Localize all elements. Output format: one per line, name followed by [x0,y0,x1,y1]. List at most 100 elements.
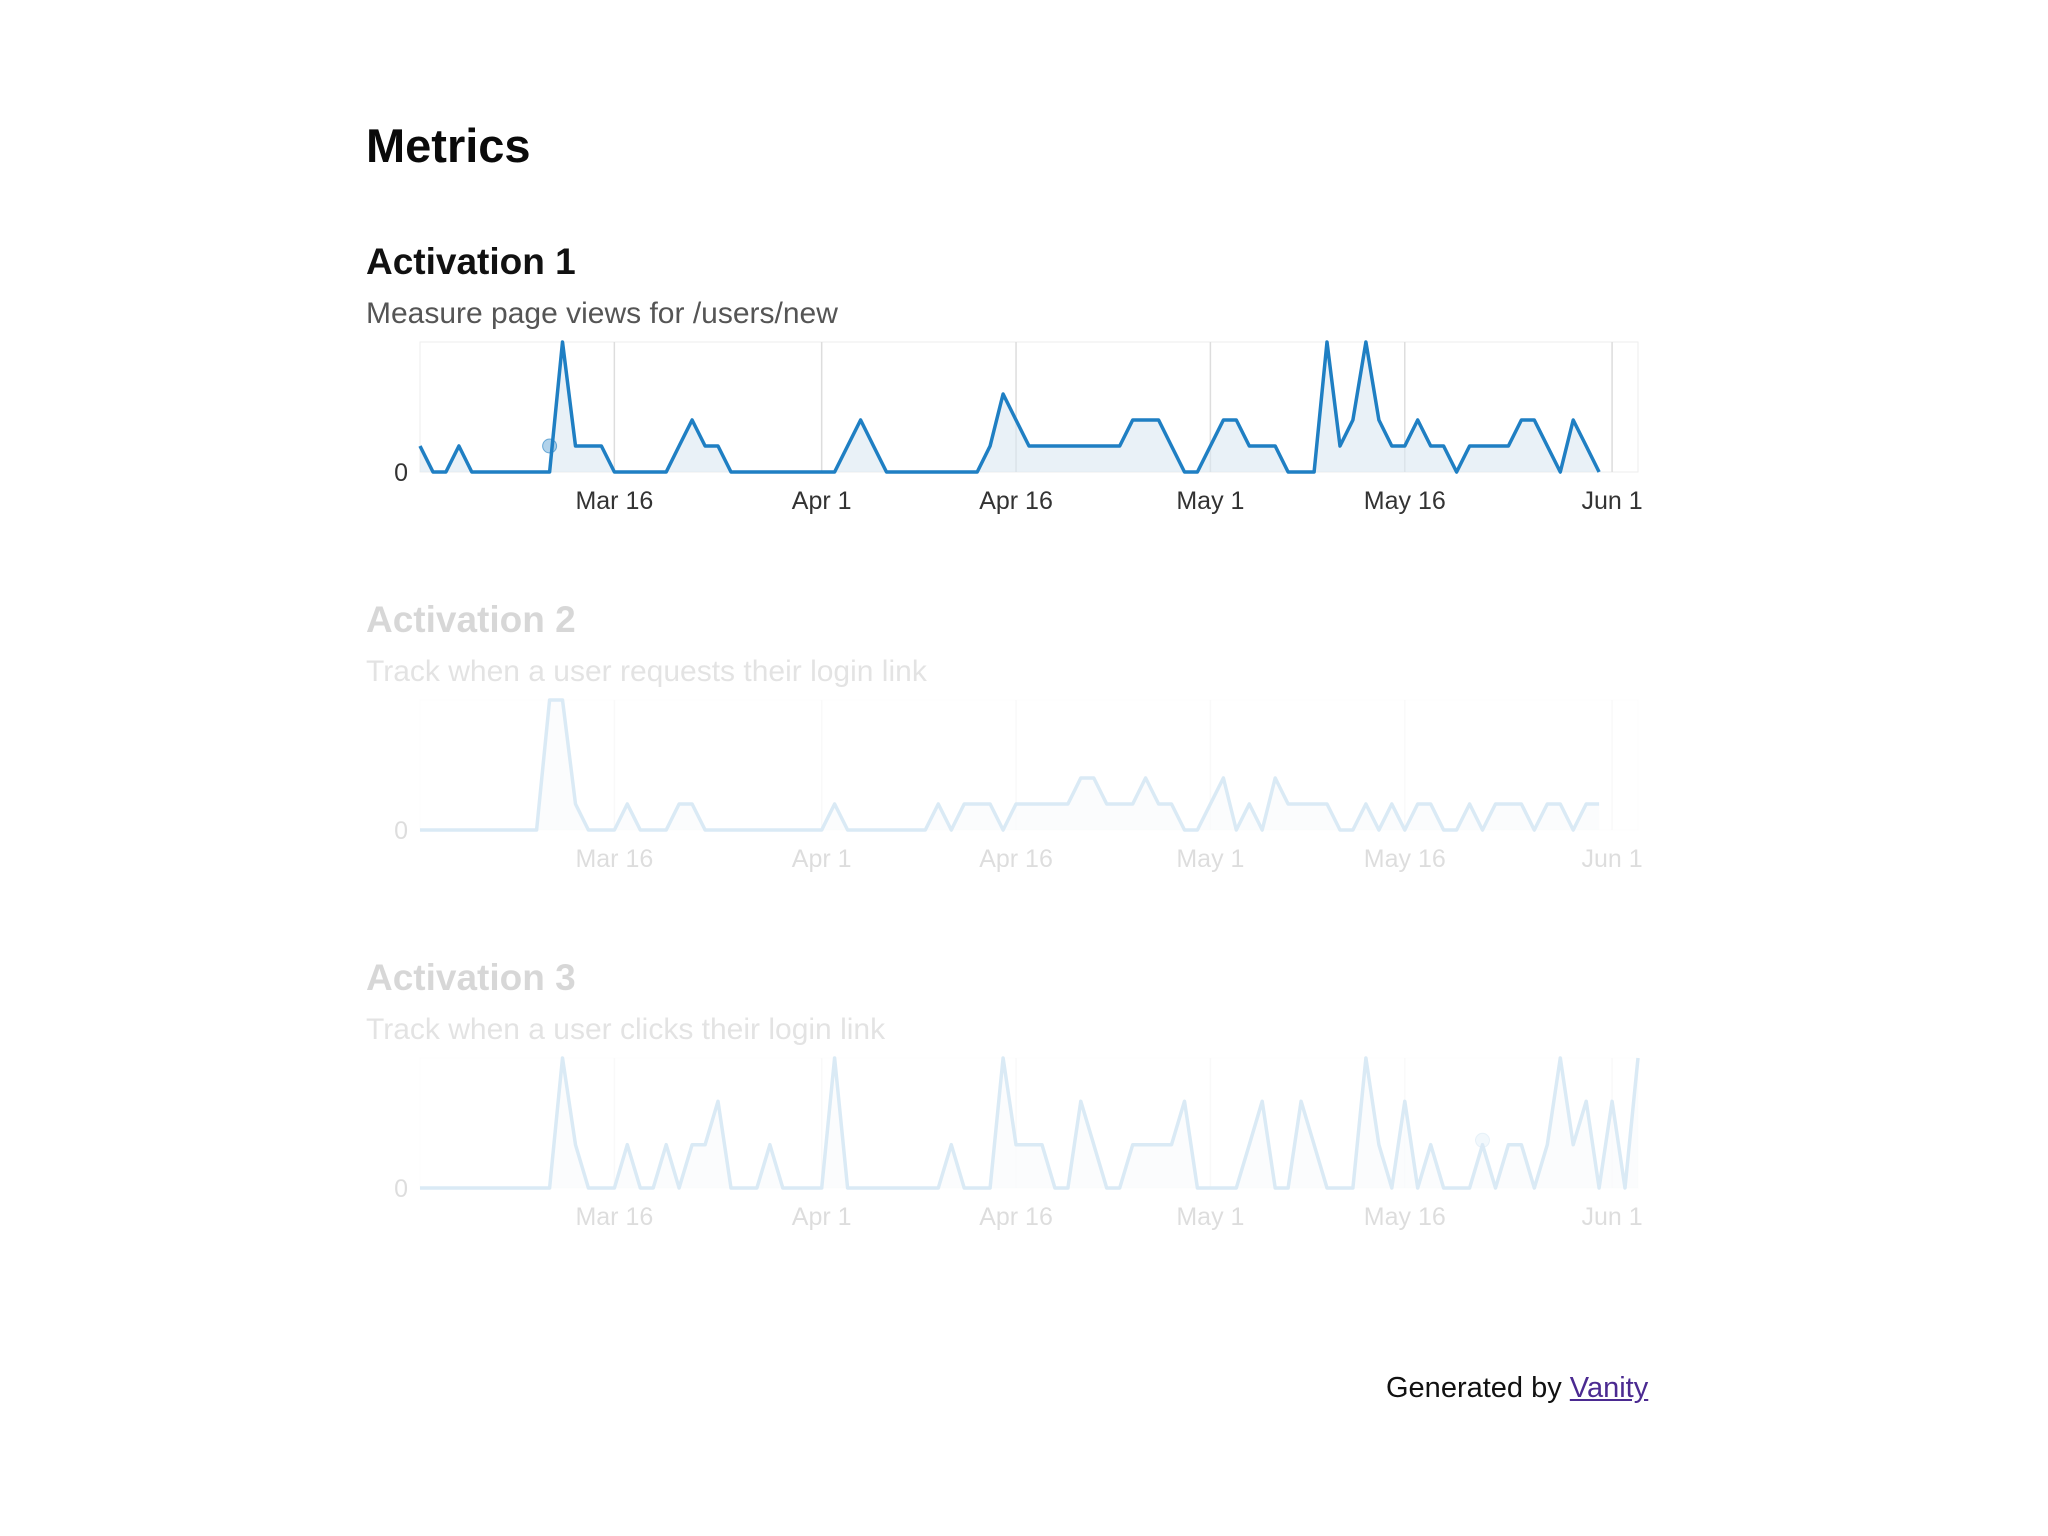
data-point[interactable] [1167,1140,1177,1150]
data-point[interactable] [454,1183,464,1193]
data-point[interactable] [1555,1053,1565,1063]
data-point[interactable] [933,467,943,477]
data-point[interactable] [571,441,581,451]
data-point[interactable] [1270,773,1280,783]
data-point[interactable] [1335,825,1345,835]
data-point[interactable] [571,1140,581,1150]
data-point[interactable] [1167,799,1177,809]
activation-1-chart[interactable]: 0 Mar 16 Apr 1 Apr 16 May 1 May 16 Jun 1 [366,340,1666,540]
data-point[interactable] [1387,1183,1397,1193]
data-point[interactable] [1011,415,1021,425]
data-point[interactable] [1102,441,1112,451]
data-point[interactable] [972,1183,982,1193]
data-point[interactable] [1037,799,1047,809]
data-point[interactable] [1115,1183,1125,1193]
data-point[interactable] [1257,441,1267,451]
data-point[interactable] [519,467,529,477]
data-point[interactable] [1115,799,1125,809]
data-point[interactable] [778,467,788,477]
data-point[interactable] [791,1183,801,1193]
data-point[interactable] [532,1183,542,1193]
data-point[interactable] [648,467,658,477]
data-point[interactable] [1037,441,1047,451]
data-point[interactable] [1581,1096,1591,1106]
data-point[interactable] [506,825,516,835]
data-point[interactable] [661,467,671,477]
data-point[interactable] [493,1183,503,1193]
data-point[interactable] [674,799,684,809]
data-point[interactable] [1257,825,1267,835]
data-point[interactable] [1192,825,1202,835]
data-point[interactable] [869,1183,879,1193]
data-point[interactable] [415,1183,425,1193]
data-point[interactable] [739,1183,749,1193]
data-point[interactable] [700,441,710,451]
data-point[interactable] [506,1183,516,1193]
data-point[interactable] [583,825,593,835]
data-point[interactable] [907,467,917,477]
data-point[interactable] [843,1183,853,1193]
data-point[interactable] [1568,415,1578,425]
data-point[interactable] [1529,415,1539,425]
data-point[interactable] [1154,415,1164,425]
data-point[interactable] [1024,799,1034,809]
data-point[interactable] [441,825,451,835]
data-point[interactable] [1270,441,1280,451]
data-point[interactable] [882,825,892,835]
data-point[interactable] [1400,1096,1410,1106]
data-point[interactable] [1516,1140,1526,1150]
data-point[interactable] [1050,1183,1060,1193]
data-point[interactable] [739,825,749,835]
data-point[interactable] [1620,1183,1630,1193]
data-point[interactable] [907,825,917,835]
data-point[interactable] [1192,467,1202,477]
data-point[interactable] [1283,467,1293,477]
data-point[interactable] [1231,415,1241,425]
data-point[interactable] [609,1183,619,1193]
data-point[interactable] [415,825,425,835]
data-point[interactable] [493,467,503,477]
data-point[interactable] [1465,1183,1475,1193]
data-point[interactable] [1413,415,1423,425]
data-point[interactable] [1594,799,1604,809]
data-point[interactable] [428,467,438,477]
data-point[interactable] [713,825,723,835]
data-point[interactable] [972,467,982,477]
data-point[interactable] [1581,441,1591,451]
data-point[interactable] [1231,825,1241,835]
data-point[interactable] [1231,1183,1241,1193]
data-point[interactable] [1270,1183,1280,1193]
data-point[interactable] [804,1183,814,1193]
data-point[interactable] [1205,799,1215,809]
data-point[interactable] [1205,441,1215,451]
data-point[interactable] [1063,441,1073,451]
data-point[interactable] [1037,1140,1047,1150]
data-point[interactable] [894,825,904,835]
data-point[interactable] [1607,1096,1617,1106]
data-point[interactable] [648,1183,658,1193]
data-point[interactable] [778,825,788,835]
data-point[interactable] [920,1183,930,1193]
data-point[interactable] [1141,1140,1151,1150]
data-point[interactable] [1491,441,1501,451]
data-point[interactable] [1478,441,1488,451]
data-point[interactable] [1465,441,1475,451]
data-point[interactable] [946,1140,956,1150]
data-point[interactable] [1296,1096,1306,1106]
data-point[interactable] [1154,799,1164,809]
data-point[interactable] [843,825,853,835]
data-point[interactable] [1413,799,1423,809]
data-point[interactable] [830,799,840,809]
data-point[interactable] [713,1096,723,1106]
data-point[interactable] [1633,1053,1643,1063]
data-point[interactable] [1568,1140,1578,1150]
data-point[interactable] [1348,415,1358,425]
data-point[interactable] [959,799,969,809]
data-point[interactable] [1244,441,1254,451]
data-point[interactable] [1283,1183,1293,1193]
data-point[interactable] [882,467,892,477]
data-point[interactable] [1361,799,1371,809]
data-point[interactable] [998,389,1008,399]
data-point[interactable] [1322,1183,1332,1193]
data-point[interactable] [998,825,1008,835]
